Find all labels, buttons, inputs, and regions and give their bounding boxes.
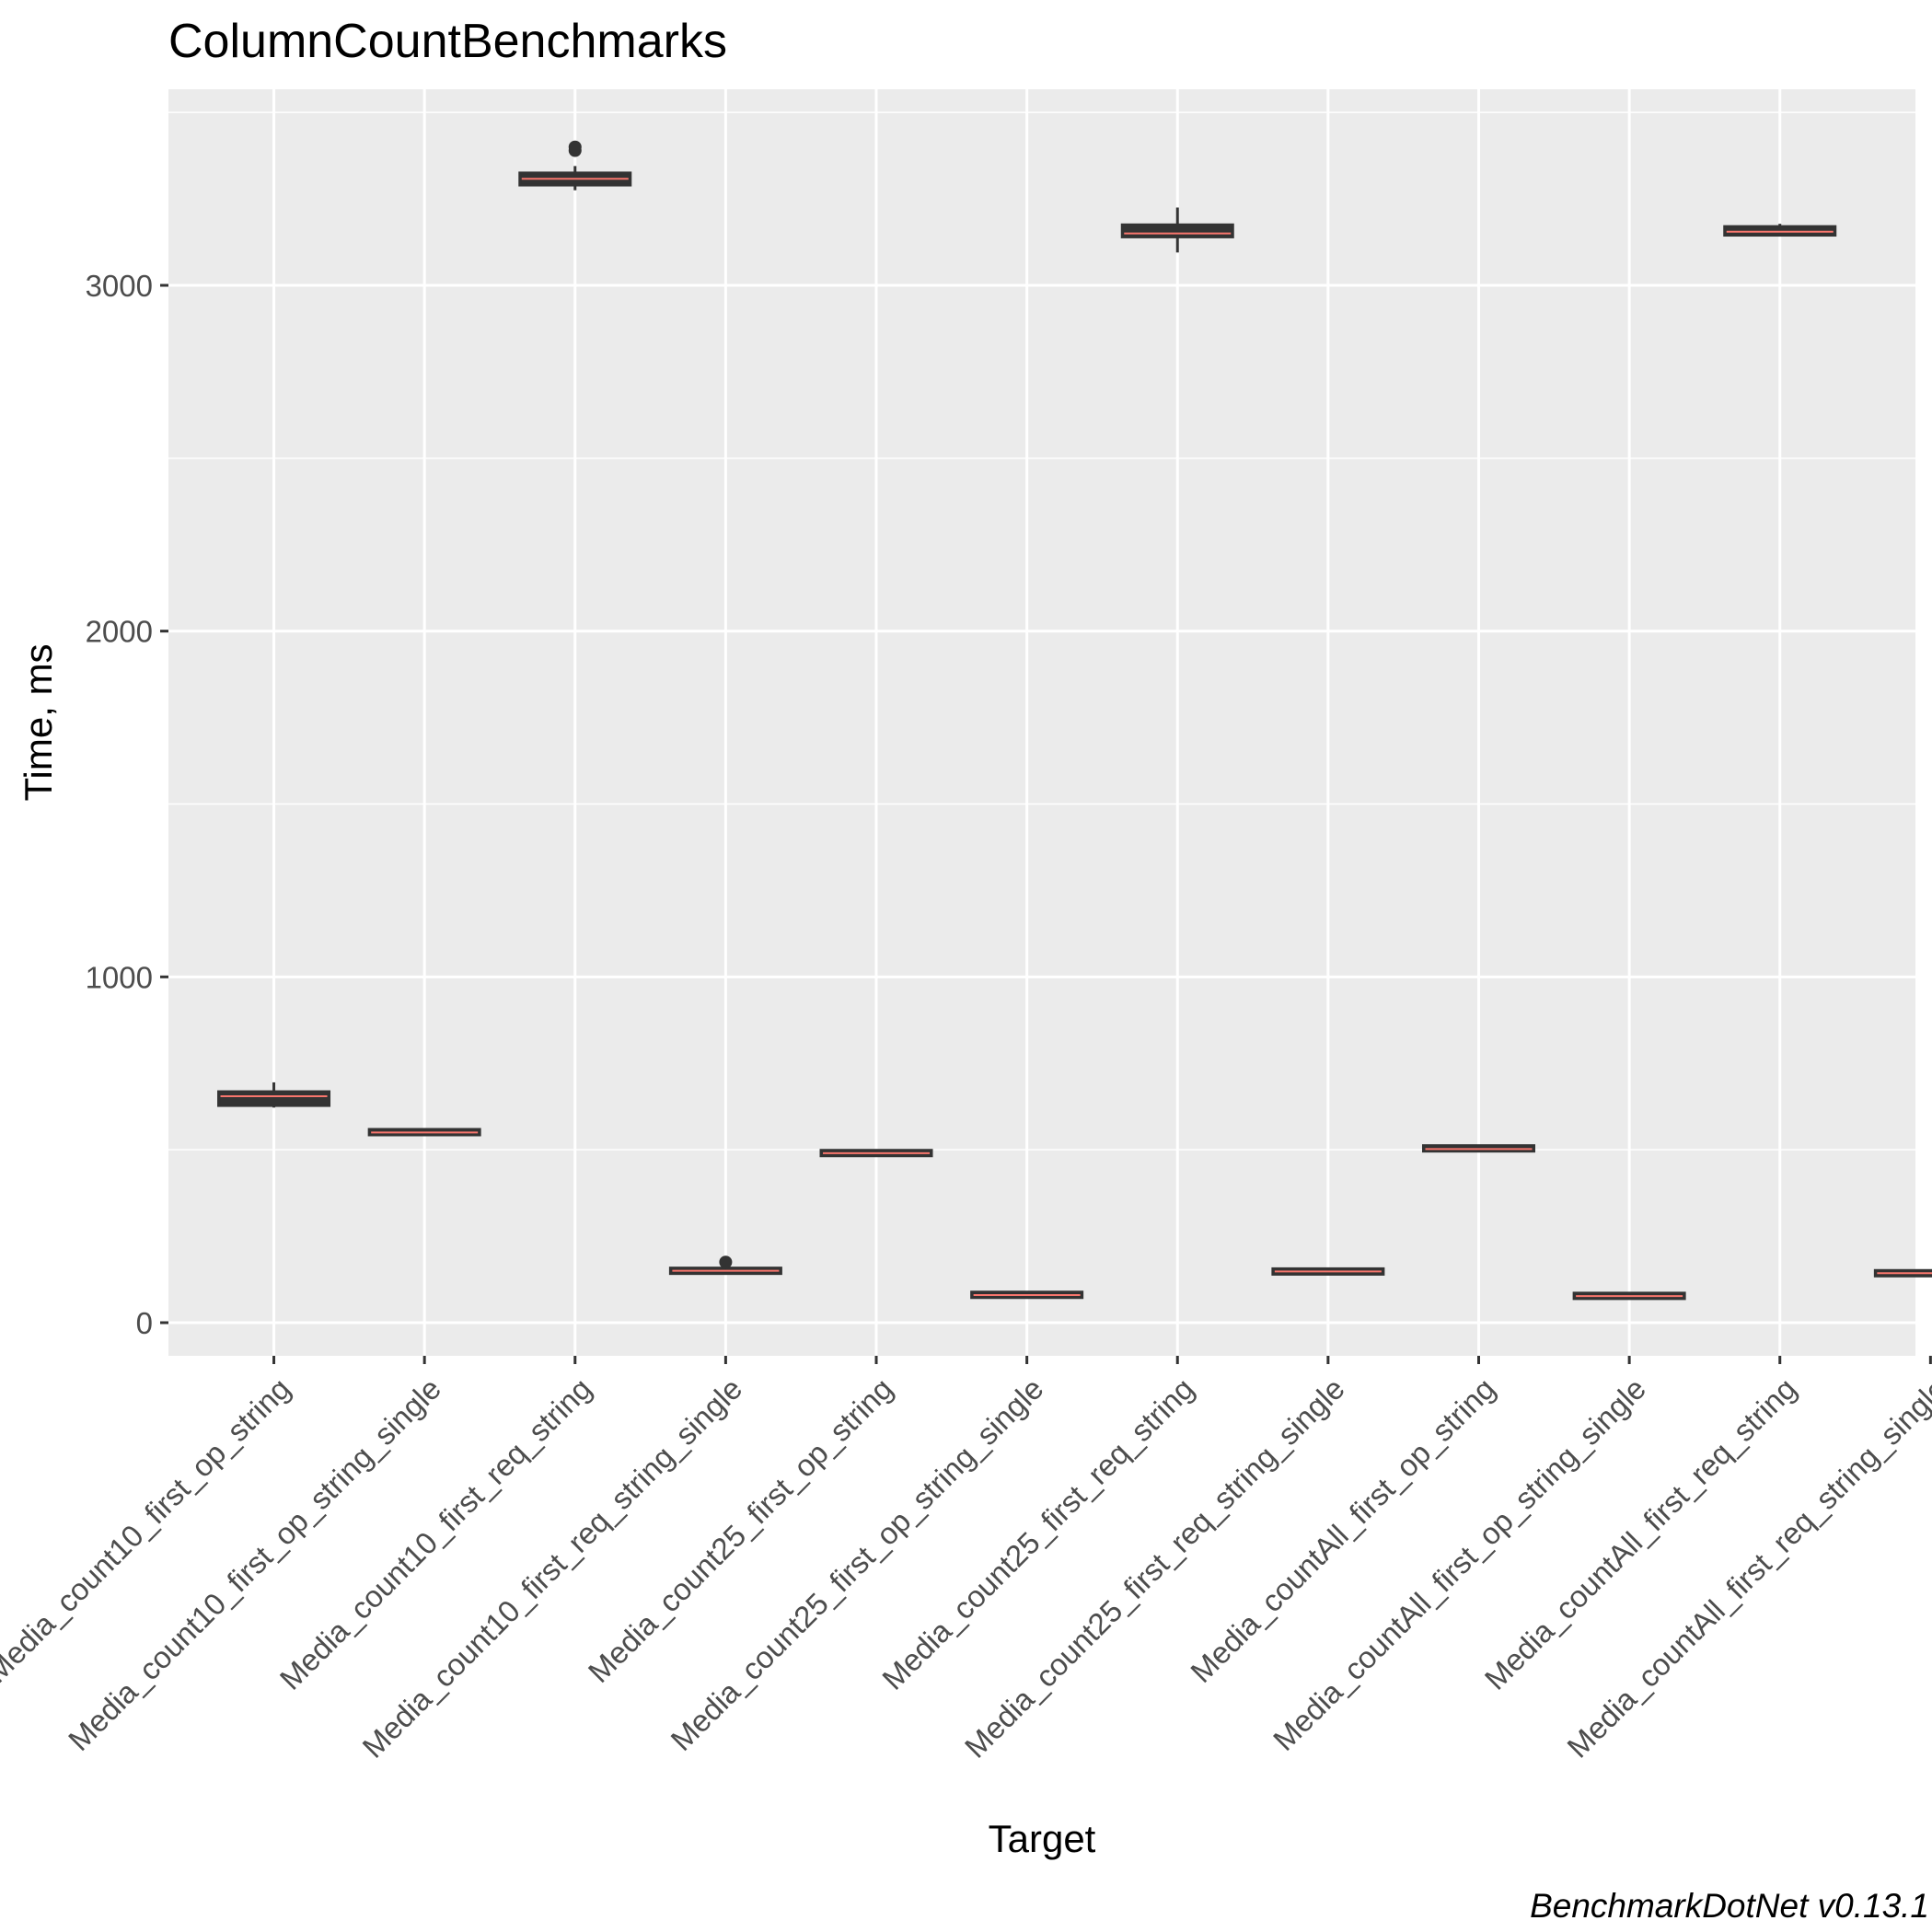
y-tick-label: 0 [136, 1306, 153, 1340]
x-tick-label: Media_count25_first_op_string [582, 1371, 899, 1689]
box [1120, 223, 1234, 238]
x-tick-label: Media_countAll_first_op_string [1184, 1371, 1501, 1689]
box-plot [1120, 207, 1234, 253]
plot-panel [168, 89, 1915, 1356]
box-plot [1572, 1291, 1686, 1301]
y-tick-label: 2000 [86, 615, 153, 649]
box-plot [819, 1149, 933, 1158]
x-tick-label: Media_countAll_first_req_string [1478, 1371, 1803, 1696]
x-axis: Media_count10_first_op_stringMedia_count… [0, 1356, 1932, 1764]
box-plot [367, 1128, 481, 1137]
y-axis: 0 1000 2000 3000 [86, 269, 168, 1340]
caption: BenchmarkDotNet v0.13.1 [1530, 1887, 1929, 1925]
x-tick-label: Media_count25_first_req_string [875, 1371, 1200, 1696]
outlier-point [568, 140, 582, 154]
box-plot [1422, 1144, 1535, 1153]
x-tick-label: Media_count10_first_req_string [273, 1371, 598, 1696]
box-plot [1723, 224, 1837, 237]
box-plot [970, 1290, 1084, 1300]
box-plot [668, 1255, 782, 1276]
outlier-point [719, 1255, 733, 1269]
box-plot [1271, 1267, 1385, 1276]
y-tick-label: 1000 [86, 960, 153, 994]
y-tick-label: 3000 [86, 269, 153, 303]
box-plot [518, 140, 632, 191]
box [217, 1090, 331, 1107]
box-plots [217, 140, 1932, 1301]
grid-lines [168, 89, 1932, 1356]
chart-title: ColumnCountBenchmarks [168, 15, 727, 68]
box-plot [1873, 1268, 1932, 1278]
x-tick-label: Media_count10_first_op_string [0, 1371, 296, 1689]
x-axis-title: Target [989, 1817, 1096, 1860]
box-plot [217, 1082, 331, 1108]
y-axis-title: Time, ms [17, 643, 60, 801]
